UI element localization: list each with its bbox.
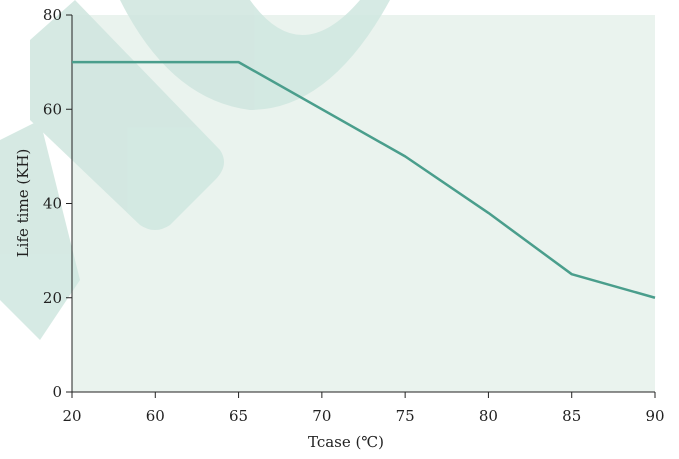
y-tick-label: 20 bbox=[43, 289, 62, 307]
series-line bbox=[72, 60, 656, 299]
x-tick-label: 70 bbox=[312, 407, 331, 425]
watermark-stroke-bottom bbox=[0, 120, 80, 340]
x-tick-label: 75 bbox=[396, 407, 415, 425]
watermark-stroke-left bbox=[30, 0, 224, 230]
y-ticks: 0 20 40 60 80 bbox=[43, 6, 72, 401]
x-axis-title: Tcase (℃) bbox=[308, 433, 384, 451]
watermark-logo bbox=[0, 0, 390, 340]
x-tick-label: 85 bbox=[562, 407, 581, 425]
x-ticks: 20 60 65 70 75 80 85 90 bbox=[62, 392, 665, 425]
y-tick-label: 0 bbox=[52, 383, 62, 401]
x-tick-label: 60 bbox=[146, 407, 165, 425]
y-tick-label: 80 bbox=[43, 6, 62, 24]
x-tick-label: 80 bbox=[479, 407, 498, 425]
x-tick-label: 90 bbox=[645, 407, 664, 425]
y-tick-label: 60 bbox=[43, 100, 62, 118]
x-tick-label: 65 bbox=[229, 407, 248, 425]
x-tick-label: 20 bbox=[62, 407, 81, 425]
y-axis-title: Life time (KH) bbox=[14, 149, 32, 258]
y-tick-label: 40 bbox=[43, 195, 62, 213]
watermark-stroke-top bbox=[120, 0, 390, 110]
